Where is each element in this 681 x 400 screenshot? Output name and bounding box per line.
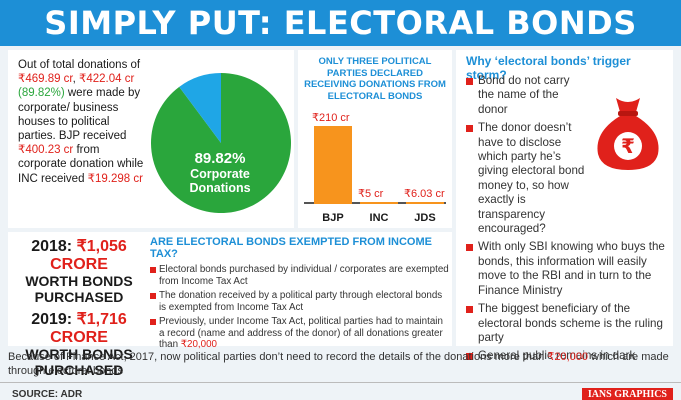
pie-caption-2: Donations	[189, 181, 251, 195]
exemption-section: ARE ELECTORAL BONDS EXEMPTED FROM INCOME…	[150, 236, 450, 354]
donations-line2: were made by corporate/ business houses …	[18, 87, 141, 143]
pie-caption-1: Corporate	[190, 167, 250, 181]
footnote-text-end: which are made through electoral bonds	[8, 351, 669, 377]
bar-category-label: JDS	[414, 212, 436, 224]
year-amount: ₹1,716 CRORE	[50, 311, 127, 346]
bullet-square-icon	[466, 78, 473, 85]
exemption-item: Previously, under Income Tax Act, politi…	[150, 316, 450, 351]
corporate-pie-chart	[151, 73, 291, 214]
bar-value-label: ₹210 cr	[312, 112, 350, 124]
donations-line3: from corporate donation while INC receiv…	[18, 144, 144, 185]
bar-chart: ₹210 cr BJP ₹5 cr INC ₹6.03 cr JDS	[304, 106, 446, 226]
total-amount: ₹469.89 cr	[18, 73, 73, 86]
exemption-title: ARE ELECTORAL BONDS EXEMPTED FROM INCOME…	[150, 236, 432, 260]
exemption-amount: ₹20,000	[180, 339, 217, 350]
amount-separator: ,	[72, 73, 80, 86]
pie-slice-corporate	[151, 73, 291, 214]
why-item-text: The biggest beneficiary of the electoral…	[478, 302, 663, 344]
footnote-amount: ₹20,000	[547, 351, 588, 363]
donations-panel: Out of total donations of ₹469.89 cr, ₹4…	[8, 50, 294, 228]
chart-title: ONLY THREE POLITICAL PARTIES DECLARED RE…	[304, 56, 446, 102]
bjp-amount: ₹400.23 cr	[18, 144, 74, 157]
year-label: 2018:	[31, 238, 77, 255]
year-label: 2019:	[31, 311, 77, 328]
bullet-square-icon	[150, 319, 156, 325]
year-2019: 2019: ₹1,716 CRORE	[12, 311, 146, 347]
why-item: Bond do not carry the name of the donor	[466, 74, 586, 117]
divider	[0, 382, 681, 383]
donations-intro: Out of total donations of	[18, 59, 141, 71]
money-bag-icon: ₹	[597, 98, 659, 170]
why-item: The donor doesn’t have to disclose which…	[466, 121, 586, 236]
bullet-square-icon	[466, 353, 473, 361]
graphics-credit: IANS GRAPHICS	[581, 388, 673, 400]
footnote: Because of Finance Act, 2017, now politi…	[8, 351, 673, 378]
year-sub: WORTH BONDS	[25, 346, 133, 362]
why-item: With only SBI knowing who buys the bonds…	[466, 240, 671, 298]
footnote-text: Because of Finance Act, 2017, now politi…	[8, 351, 548, 363]
pie-label: 89.82% Corporate Donations	[178, 150, 262, 195]
banner: SIMPLY PUT: ELECTORAL BONDS	[0, 0, 681, 46]
bonds-panel	[8, 232, 452, 346]
exemption-item-text: Previously, under Income Tax Act, politi…	[159, 316, 443, 350]
why-item-text: With only SBI knowing who buys the bonds…	[478, 240, 665, 297]
why-panel: Why ‘electoral bonds’ trigger storm? Bon…	[456, 50, 673, 362]
corporate-amount: ₹422.04 cr	[79, 73, 135, 86]
bar-value-label: ₹5 cr	[358, 188, 384, 200]
bullet-square-icon	[466, 306, 473, 314]
bar-bjp	[314, 126, 352, 204]
year-sub: PURCHASED	[34, 361, 124, 378]
exemption-item-text: The donation received by a political par…	[159, 290, 443, 313]
corporate-percent: (89.82%)	[18, 87, 65, 100]
bond-purchase-years: 2018: ₹1,056 CRORE WORTH BONDS PURCHASED…	[12, 238, 146, 378]
why-list: Bond do not carry the name of the donor …	[466, 74, 671, 368]
why-item-text: Bond do not carry the name of the donor	[478, 74, 570, 116]
inc-amount: ₹19.298 cr	[87, 172, 143, 185]
bullet-square-icon	[466, 244, 473, 252]
bullet-square-icon	[150, 267, 156, 273]
bar-value-label: ₹6.03 cr	[404, 187, 445, 200]
pie-slice-other	[179, 73, 221, 143]
bullet-square-icon	[150, 293, 156, 299]
why-item-text: General public remains in dark	[478, 349, 636, 363]
exemption-item: Electoral bonds purchased by individual …	[150, 264, 450, 287]
why-item: The biggest beneficiary of the electoral…	[466, 302, 671, 345]
bar-inc	[360, 202, 398, 204]
year-2018: 2018: ₹1,056 CRORE	[12, 238, 146, 274]
exemption-item-text: Electoral bonds purchased by individual …	[159, 264, 449, 287]
year-amount: ₹1,056 CRORE	[50, 238, 127, 273]
bar-jds	[406, 201, 444, 204]
rupee-symbol: ₹	[621, 134, 635, 158]
why-item: General public remains in dark	[466, 349, 671, 363]
exemption-item: The donation received by a political par…	[150, 290, 450, 313]
bullet-square-icon	[466, 125, 473, 133]
donations-text: Out of total donations of ₹469.89 cr, ₹4…	[18, 58, 148, 186]
why-title: Why ‘electoral bonds’ trigger storm?	[466, 54, 631, 82]
year-sub: WORTH BONDS	[25, 273, 133, 289]
source-label: SOURCE: ADR	[12, 389, 83, 400]
why-item-text: The donor doesn’t have to disclose which…	[478, 121, 585, 236]
pie-percent: 89.82%	[194, 150, 246, 167]
bar-category-label: BJP	[322, 212, 344, 224]
year-sub: PURCHASED	[34, 288, 124, 305]
page-title: SIMPLY PUT: ELECTORAL BONDS	[44, 4, 637, 42]
bar-chart-panel: ONLY THREE POLITICAL PARTIES DECLARED RE…	[298, 50, 452, 228]
bar-category-label: INC	[369, 212, 389, 224]
